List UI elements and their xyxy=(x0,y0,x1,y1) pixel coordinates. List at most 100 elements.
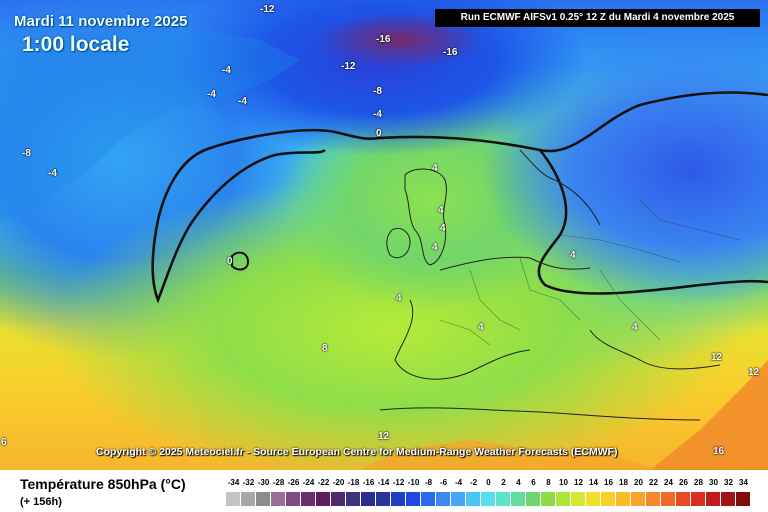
color-scale: -34 -32 -30 -28 -26 -24 -22 -20 -18 -16 -14 -12 -10-… xyxy=(226,478,751,508)
scale-swatch xyxy=(616,492,631,506)
scale-tick-label: 4 xyxy=(516,478,521,487)
scale-tick-label: -22 xyxy=(317,478,330,487)
scale-swatch xyxy=(286,492,301,506)
contour-label: 4 xyxy=(440,223,446,234)
scale-tick-label: -6 xyxy=(439,478,448,487)
scale-swatch xyxy=(526,492,541,506)
scale-swatch xyxy=(706,492,721,506)
contour-label: 4 xyxy=(432,242,438,253)
scale-tick-label: 34 xyxy=(739,478,748,487)
scale-tick-label: 18 xyxy=(619,478,628,487)
contour-label: 0 xyxy=(376,128,382,139)
temperature-map: Mardi 11 novembre 2025 1:00 locale Run E… xyxy=(0,0,768,470)
scale-swatch xyxy=(676,492,691,506)
model-run-info: Run ECMWF AIFSv1 0.25° 12 Z du Mardi 4 n… xyxy=(435,9,760,27)
contour-label: -4 xyxy=(373,109,382,120)
scale-swatch xyxy=(436,492,451,506)
scale-swatch xyxy=(256,492,271,506)
contour-label: 6 xyxy=(1,437,7,448)
scale-tick-label: -14 xyxy=(377,478,390,487)
scale-tick-label: 0 xyxy=(486,478,491,487)
scale-swatch xyxy=(466,492,481,506)
scale-tick-label: -10 xyxy=(407,478,420,487)
scale-tick-label: 28 xyxy=(694,478,703,487)
legend-panel: Température 850hPa (°C) (+ 156h) -34 -32-… xyxy=(0,470,768,512)
coastlines xyxy=(379,149,721,421)
scale-swatch xyxy=(226,492,241,506)
scale-swatch xyxy=(691,492,706,506)
scale-tick-label: -34 xyxy=(227,478,240,487)
scale-swatch xyxy=(541,492,556,506)
scale-swatch xyxy=(241,492,256,506)
contour-label: -12 xyxy=(341,61,356,72)
greenland-land xyxy=(0,30,300,220)
contour-label: 4 xyxy=(438,205,444,216)
scale-swatch xyxy=(421,492,436,506)
isotherm-zero-loop xyxy=(151,148,326,304)
scale-tick-label: -18 xyxy=(347,478,360,487)
contour-label: -16 xyxy=(376,34,391,45)
contour-label: 4 xyxy=(632,322,638,333)
scale-swatch xyxy=(601,492,616,506)
contour-label: 12 xyxy=(711,352,723,363)
scale-swatch xyxy=(721,492,736,506)
variable-title: Température 850hPa (°C) xyxy=(20,476,186,492)
scale-swatch xyxy=(661,492,676,506)
scale-tick-label: -12 xyxy=(392,478,405,487)
scale-tick-label: -30 xyxy=(257,478,270,487)
contour-label: 0 xyxy=(227,256,233,267)
scale-swatch xyxy=(736,492,751,506)
contour-label: 12 xyxy=(748,367,760,378)
scale-tick-label: 26 xyxy=(679,478,688,487)
scale-tick-label: -24 xyxy=(302,478,315,487)
contour-label: -4 xyxy=(48,168,57,179)
contour-label: -8 xyxy=(22,148,31,159)
contour-label: 8 xyxy=(322,343,328,354)
scale-swatches xyxy=(226,492,751,506)
scale-swatch xyxy=(391,492,406,506)
scale-tick-label: -8 xyxy=(424,478,433,487)
scale-swatch xyxy=(451,492,466,506)
isotherm-zero-line xyxy=(204,91,768,153)
contour-label: 4 xyxy=(478,322,484,333)
scale-swatch xyxy=(646,492,661,506)
warm-region-se xyxy=(650,360,768,470)
contour-label: 4 xyxy=(396,293,402,304)
contour-label: -4 xyxy=(207,89,216,100)
scale-swatch xyxy=(556,492,571,506)
scale-tick-labels: -34 -32 -30 -28 -26 -24 -22 -20 -18 -16 -14 -12 -10-… xyxy=(226,478,751,490)
scale-swatch xyxy=(586,492,601,506)
contour-label: 4 xyxy=(570,250,576,261)
isotherm-zero-scandinavia xyxy=(537,149,768,295)
scale-tick-label: 10 xyxy=(559,478,568,487)
scale-tick-label: 22 xyxy=(649,478,658,487)
scale-tick-label: 2 xyxy=(501,478,506,487)
scale-swatch xyxy=(271,492,286,506)
scale-tick-label: -2 xyxy=(469,478,478,487)
contour-label: 12 xyxy=(378,431,390,442)
scale-tick-label: 12 xyxy=(574,478,583,487)
forecast-time: 1:00 locale xyxy=(22,33,130,56)
scale-tick-label: 24 xyxy=(664,478,673,487)
scale-tick-label: 16 xyxy=(604,478,613,487)
scale-tick-label: -4 xyxy=(454,478,463,487)
contour-label: -4 xyxy=(222,65,231,76)
contour-label: -12 xyxy=(260,4,275,15)
scale-swatch xyxy=(406,492,421,506)
scale-swatch xyxy=(481,492,496,506)
scale-swatch xyxy=(301,492,316,506)
scale-tick-label: 6 xyxy=(531,478,536,487)
scale-tick-label: -28 xyxy=(272,478,285,487)
scale-swatch xyxy=(361,492,376,506)
scale-tick-label: -20 xyxy=(332,478,345,487)
scale-swatch xyxy=(496,492,511,506)
contour-label: -8 xyxy=(373,86,382,97)
scale-swatch xyxy=(346,492,361,506)
map-overlay xyxy=(0,30,768,470)
contour-label: -16 xyxy=(443,47,458,58)
borders xyxy=(439,199,741,346)
scale-tick-label: -16 xyxy=(362,478,375,487)
lead-time: (+ 156h) xyxy=(20,496,62,508)
scale-swatch xyxy=(331,492,346,506)
